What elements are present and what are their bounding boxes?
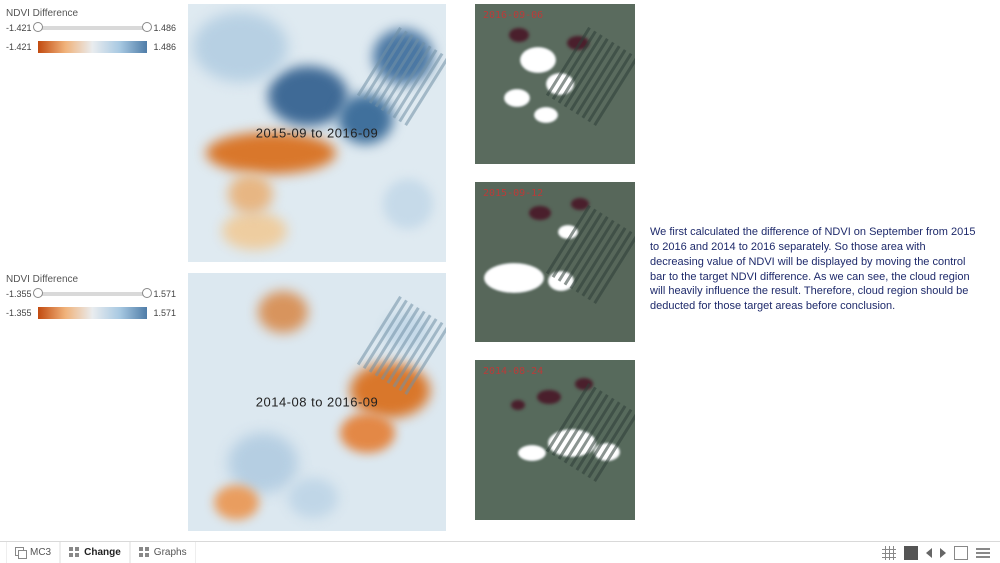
- slider-knob-right[interactable]: [142, 22, 152, 32]
- cloud-patch: [505, 90, 529, 106]
- legend-gradient: [38, 41, 148, 53]
- dark-patch: [511, 400, 525, 410]
- slider-min-label: -1.421: [6, 23, 32, 33]
- ndvi-map-2015-2016[interactable]: 2015-09 to 2016-09: [188, 4, 446, 262]
- ndvi-blob: [383, 179, 433, 229]
- ndvi-blob: [228, 174, 273, 214]
- satellite-thumb-2014[interactable]: 2014-08-24: [475, 360, 635, 520]
- slider-knob-left[interactable]: [33, 288, 43, 298]
- dashboard-icon: [69, 547, 80, 558]
- ndvi-blob: [288, 478, 338, 518]
- cloud-patch: [519, 446, 545, 460]
- gradient-max-label: 1.486: [153, 42, 176, 52]
- map-label: 2014-08 to 2016-09: [256, 395, 378, 410]
- prev-page-icon[interactable]: [926, 548, 932, 558]
- ndvi-blob: [193, 12, 288, 82]
- tab-mc3[interactable]: MC3: [6, 542, 60, 563]
- satellite-date: 2016-09-06: [483, 10, 543, 21]
- ndvi-blob: [228, 433, 298, 493]
- slider-max-label: 1.486: [153, 23, 176, 33]
- tab-graphs[interactable]: Graphs: [130, 542, 196, 563]
- legend-gradient-row: -1.355 1.571: [6, 307, 176, 319]
- legend-panel-2: NDVI Difference -1.355 1.571 -1.355 1.57…: [6, 274, 176, 319]
- more-options-icon[interactable]: [976, 546, 990, 560]
- ndvi-blob: [214, 485, 259, 520]
- tab-label: Graphs: [154, 547, 187, 558]
- next-page-icon[interactable]: [940, 548, 946, 558]
- slider-max-label: 1.571: [153, 289, 176, 299]
- legend-gradient: [38, 307, 148, 319]
- stripe-pattern: [546, 205, 635, 315]
- slider-knob-right[interactable]: [142, 288, 152, 298]
- ndvi-blob: [340, 413, 395, 453]
- legend-panel-1: NDVI Difference -1.421 1.486 -1.421 1.48…: [6, 8, 176, 53]
- dark-patch: [537, 390, 561, 404]
- ndvi-blob: [258, 291, 308, 333]
- legend-title: NDVI Difference: [6, 8, 176, 19]
- gradient-min-label: -1.421: [6, 42, 32, 52]
- slider-track[interactable]: [38, 292, 148, 296]
- gradient-min-label: -1.355: [6, 308, 32, 318]
- fullscreen-icon[interactable]: [954, 546, 968, 560]
- dashboard-canvas: NDVI Difference -1.421 1.486 -1.421 1.48…: [0, 0, 1000, 540]
- tab-change[interactable]: Change: [60, 542, 130, 563]
- cloud-patch: [485, 264, 543, 292]
- ndvi-slider-2[interactable]: -1.355 1.571: [6, 289, 176, 299]
- cloud-patch: [521, 48, 555, 72]
- cloud-patch: [535, 108, 557, 122]
- slider-knob-left[interactable]: [33, 22, 43, 32]
- description-text: We first calculated the difference of ND…: [650, 225, 980, 314]
- stripe-pattern: [546, 27, 635, 137]
- view-fill-icon[interactable]: [904, 546, 918, 560]
- legend-gradient-row: -1.421 1.486: [6, 41, 176, 53]
- story-icon: [15, 547, 26, 558]
- satellite-thumb-2015[interactable]: 2015-09-12: [475, 182, 635, 342]
- ndvi-slider-1[interactable]: -1.421 1.486: [6, 23, 176, 33]
- dark-patch: [509, 28, 529, 42]
- tab-label: MC3: [30, 547, 51, 558]
- ndvi-blob: [268, 66, 348, 126]
- slider-track[interactable]: [38, 26, 148, 30]
- tab-label: Change: [84, 547, 121, 558]
- dark-patch: [529, 206, 551, 220]
- slider-min-label: -1.355: [6, 289, 32, 299]
- gradient-max-label: 1.571: [153, 308, 176, 318]
- view-grid-icon[interactable]: [882, 546, 896, 560]
- ndvi-blob: [222, 212, 287, 250]
- legend-title: NDVI Difference: [6, 274, 176, 285]
- ndvi-map-2014-2016[interactable]: 2014-08 to 2016-09: [188, 273, 446, 531]
- dashboard-icon: [139, 547, 150, 558]
- satellite-date: 2015-09-12: [483, 188, 543, 199]
- satellite-thumb-2016[interactable]: 2016-09-06: [475, 4, 635, 164]
- map-label: 2015-09 to 2016-09: [256, 126, 378, 141]
- tab-bar: MC3 Change Graphs: [0, 541, 1000, 563]
- satellite-date: 2014-08-24: [483, 366, 543, 377]
